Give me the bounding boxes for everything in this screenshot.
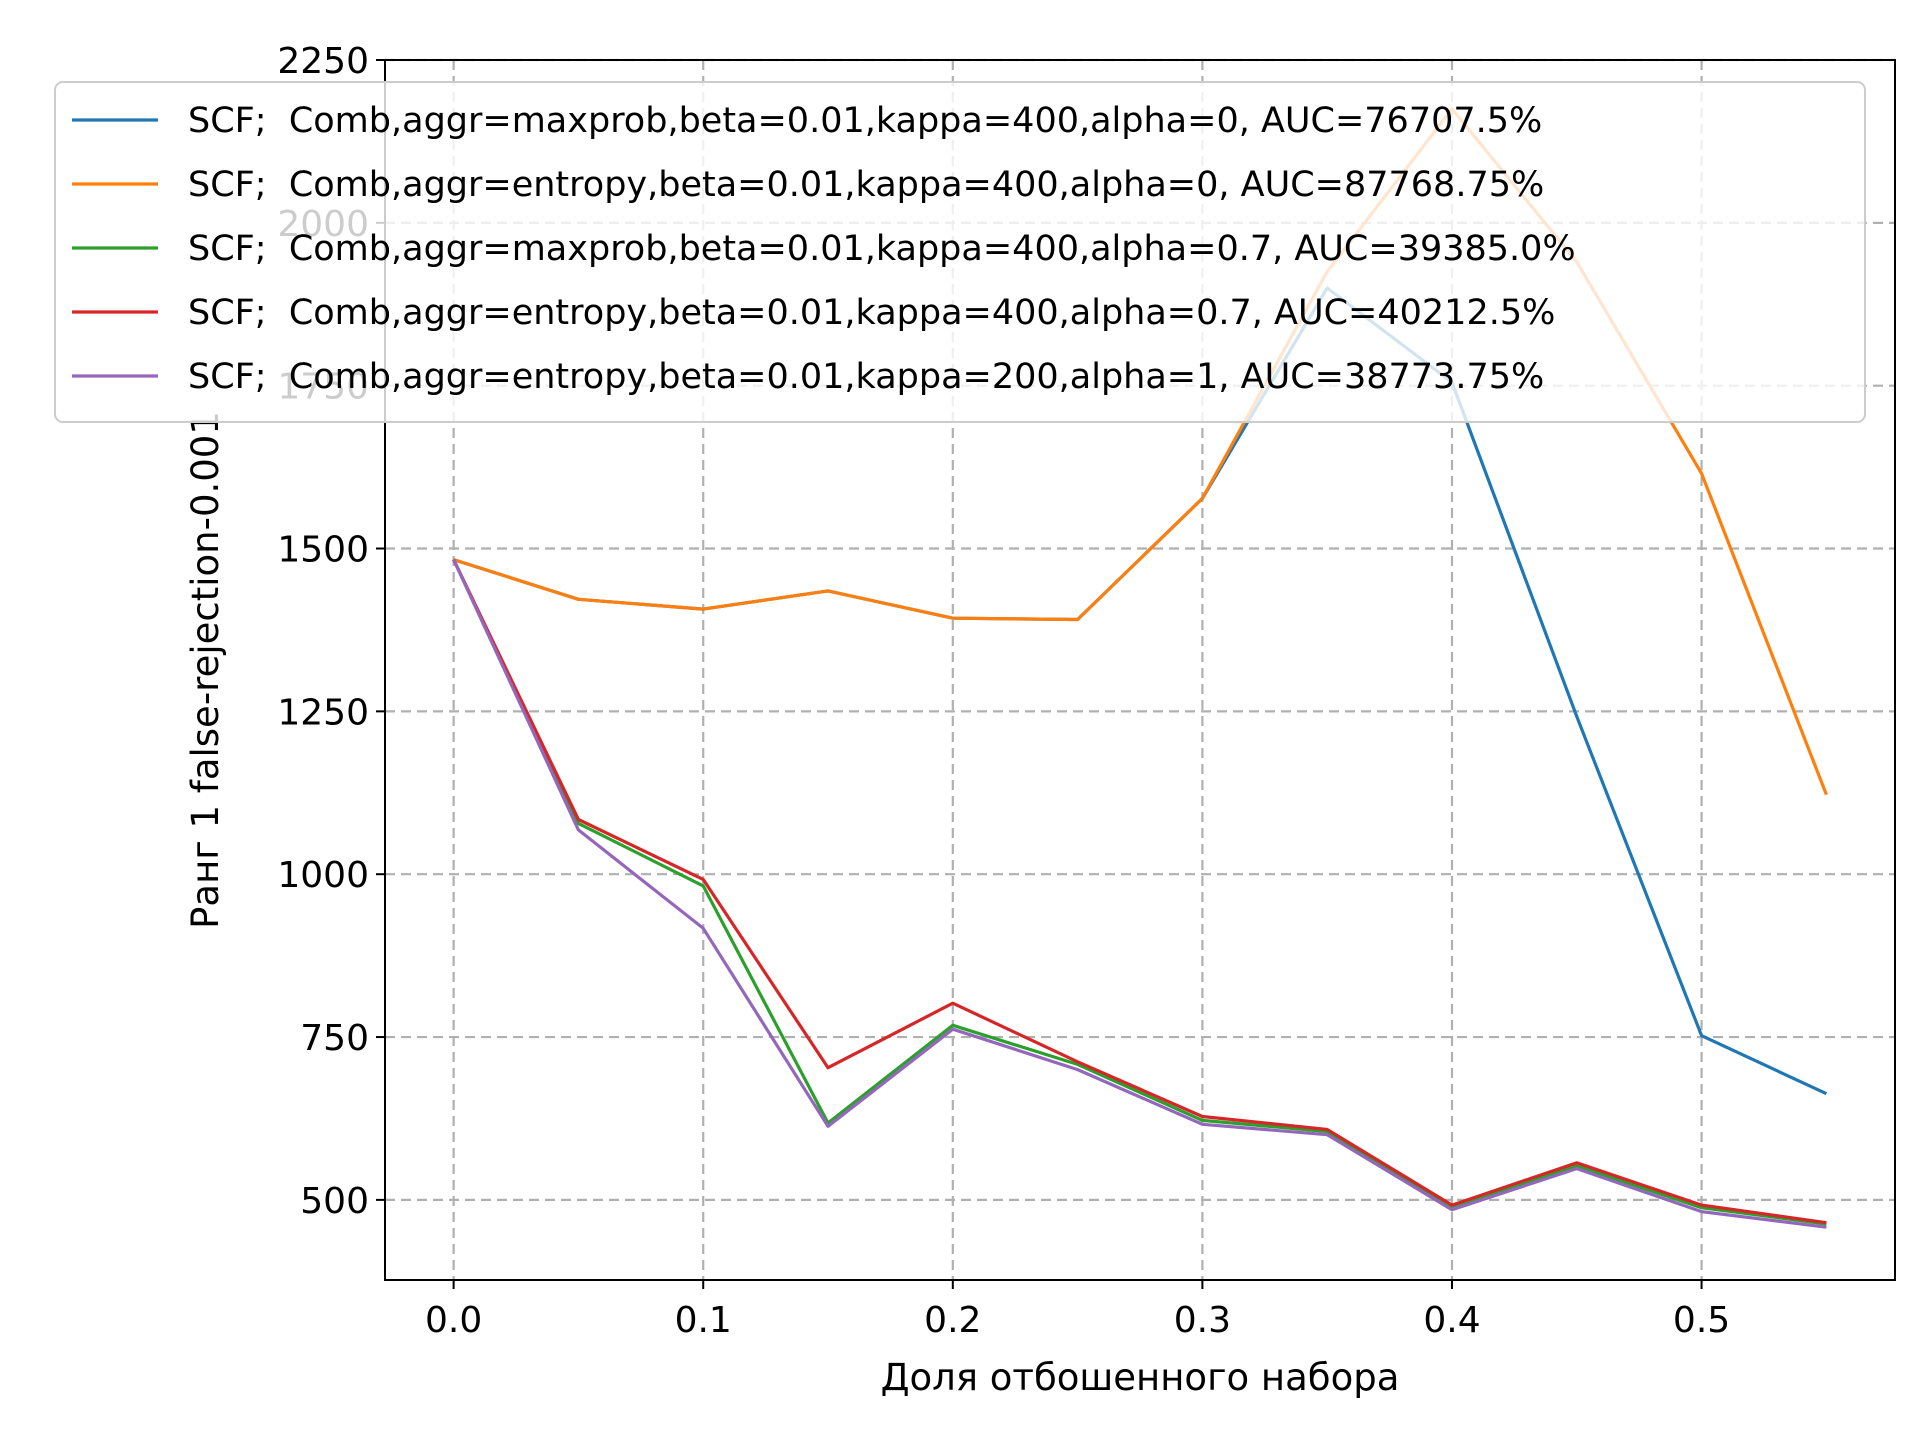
x-tick-label: 0.5 (1673, 1300, 1730, 1341)
plot-frame (384, 59, 1896, 1281)
x-tick-label: 0.4 (1423, 1300, 1480, 1341)
series-line-4 (452, 558, 1827, 1225)
x-axis-label: Доля отбошенного набора (881, 1356, 1400, 1399)
y-tick-label: 1250 (277, 692, 369, 733)
y-axis-label: Ранг 1 false-rejection-0.001 (184, 411, 227, 929)
legend-label: SCF; Comb,aggr=maxprob,beta=0.01,kappa=4… (188, 229, 1576, 269)
x-tick-label: 0.0 (425, 1300, 482, 1341)
series-line-3 (452, 558, 1827, 1226)
legend-label: SCF; Comb,aggr=entropy,beta=0.01,kappa=4… (188, 293, 1555, 333)
x-tick-label: 0.2 (924, 1300, 981, 1341)
legend-label: SCF; Comb,aggr=maxprob,beta=0.01,kappa=4… (188, 101, 1542, 141)
legend-label: SCF; Comb,aggr=entropy,beta=0.01,kappa=2… (188, 357, 1544, 397)
y-tick-label: 500 (300, 1181, 369, 1222)
series-line-5 (452, 558, 1827, 1229)
y-tick-label: 2250 (277, 41, 369, 82)
axis-ticks: 0.00.10.20.30.40.55007501000125015001750… (277, 41, 1730, 1341)
legend: SCF; Comb,aggr=maxprob,beta=0.01,kappa=4… (54, 81, 1866, 423)
x-tick-label: 0.1 (675, 1300, 732, 1341)
legend-label: SCF; Comb,aggr=entropy,beta=0.01,kappa=4… (188, 165, 1544, 205)
y-tick-label: 1500 (277, 530, 369, 571)
legend-box (54, 81, 1866, 423)
y-tick-label: 750 (300, 1018, 369, 1059)
series-lines (452, 107, 1828, 1229)
x-tick-label: 0.3 (1174, 1300, 1231, 1341)
y-tick-label: 1000 (277, 855, 369, 896)
